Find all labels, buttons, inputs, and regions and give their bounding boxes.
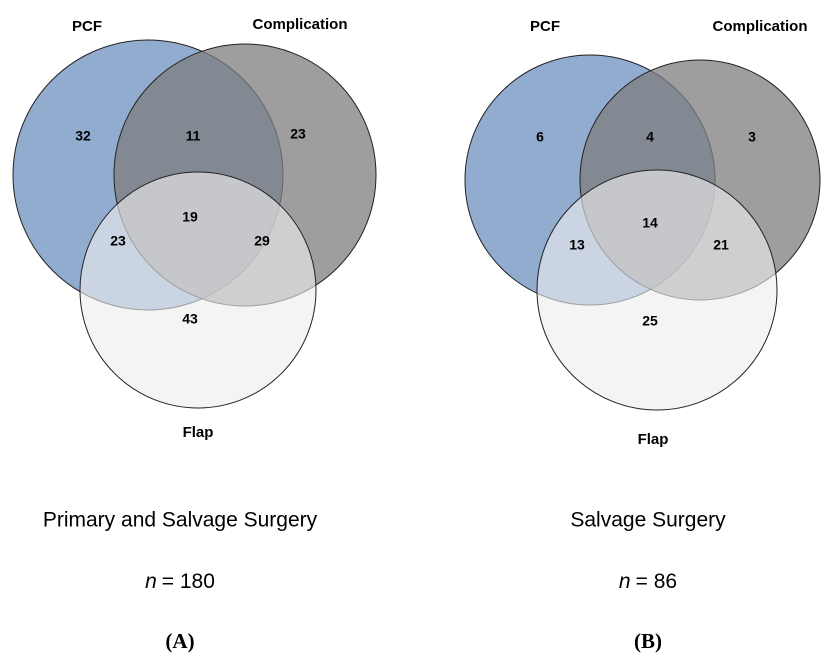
region-count: 14 — [642, 215, 658, 231]
panel-title: Salvage Surgery — [570, 509, 726, 532]
region-count: 21 — [713, 237, 729, 253]
flap-circle — [536, 169, 778, 411]
flap-circle — [79, 171, 317, 409]
panel-title: Primary and Salvage Surgery — [43, 509, 318, 532]
n-value: = 86 — [636, 570, 677, 593]
set-label: Complication — [712, 18, 807, 35]
region-count: 25 — [642, 313, 658, 329]
n-symbol: n — [145, 570, 157, 593]
region-count: 13 — [569, 237, 585, 253]
region-count: 3 — [748, 129, 756, 145]
region-count: 29 — [254, 233, 270, 249]
region-count: 19 — [182, 209, 198, 225]
region-count: 43 — [182, 311, 198, 327]
panel-label: (A) — [165, 629, 194, 653]
n-symbol: n — [619, 570, 631, 593]
panel-label: (B) — [634, 629, 662, 653]
region-count: 32 — [75, 128, 91, 144]
region-count: 23 — [290, 126, 306, 142]
region-count: 6 — [536, 129, 544, 145]
set-label: Complication — [252, 16, 347, 33]
set-label: PCF — [530, 18, 560, 35]
set-label: PCF — [72, 18, 102, 35]
region-count: 23 — [110, 233, 126, 249]
sample-size: n = 86 — [619, 570, 677, 593]
region-count: 11 — [186, 128, 201, 144]
set-label: Flap — [183, 424, 214, 441]
region-count: 4 — [646, 129, 654, 145]
sample-size: n = 180 — [145, 570, 215, 593]
set-label: Flap — [638, 431, 669, 448]
n-value: = 180 — [162, 570, 215, 593]
